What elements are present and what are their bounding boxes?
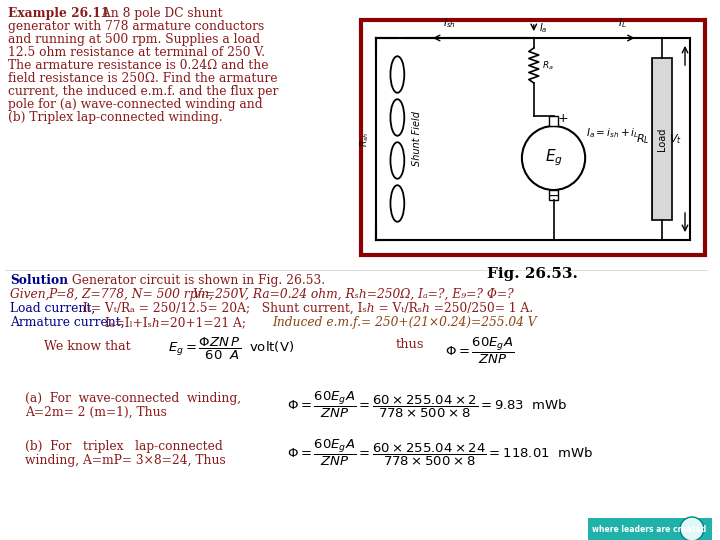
Text: $I_L$: $I_L$	[618, 16, 627, 30]
Text: $V_t$: $V_t$	[669, 132, 682, 146]
Text: (b)  For   triplex   lap-connected: (b) For triplex lap-connected	[24, 440, 222, 453]
Text: $I_{sh}$: $I_{sh}$	[444, 16, 456, 30]
Text: Vₜ=250V, Ra=0.24 ohm, Rₛℎ=250Ω, Iₐ=?, E₉=? Φ=?: Vₜ=250V, Ra=0.24 ohm, Rₛℎ=250Ω, Iₐ=?, E₉…	[193, 288, 513, 301]
Text: 12.5 ohm resistance at terminal of 250 V.: 12.5 ohm resistance at terminal of 250 V…	[8, 46, 265, 59]
Text: $R_a$: $R_a$	[541, 59, 554, 72]
Ellipse shape	[390, 99, 405, 136]
Bar	[588, 518, 711, 540]
Text: (a)  For  wave-connected  winding,: (a) For wave-connected winding,	[24, 392, 240, 405]
Text: −: −	[548, 189, 559, 203]
Bar	[549, 116, 559, 126]
Text: field resistance is 250Ω. Find the armature: field resistance is 250Ω. Find the armat…	[8, 72, 277, 85]
Text: $E_g = \dfrac{\Phi Z N}{60} \dfrac{P}{A}$  volt(V): $E_g = \dfrac{\Phi Z N}{60} \dfrac{P}{A}…	[168, 336, 294, 362]
Text: Induced e.m.f.= 250+(21×0.24)=255.04 V: Induced e.m.f.= 250+(21×0.24)=255.04 V	[272, 316, 536, 329]
Bar	[652, 58, 672, 220]
Text: current, the induced e.m.f. and the flux per: current, the induced e.m.f. and the flux…	[8, 85, 279, 98]
Text: An 8 pole DC shunt: An 8 pole DC shunt	[98, 7, 222, 20]
Text: and running at 500 rpm. Supplies a load: and running at 500 rpm. Supplies a load	[8, 33, 260, 46]
Ellipse shape	[390, 56, 405, 93]
Text: Solution: Solution	[10, 274, 68, 287]
Ellipse shape	[390, 142, 405, 179]
Text: $I_a = i_{sh}+i_L$: $I_a = i_{sh}+i_L$	[586, 126, 639, 140]
Text: Iₐ=Iₗ+Iₛℎ=20+1=21 A;: Iₐ=Iₗ+Iₛℎ=20+1=21 A;	[105, 316, 246, 329]
Text: $R_{sh}$: $R_{sh}$	[359, 131, 371, 146]
Text: generator with 778 armature conductors: generator with 778 armature conductors	[8, 20, 264, 33]
Text: P=8, Z=778, N= 500 rpm,: P=8, Z=778, N= 500 rpm,	[48, 288, 217, 301]
Text: $I_a$: $I_a$	[539, 21, 547, 35]
Text: thus: thus	[395, 338, 424, 351]
Ellipse shape	[390, 185, 405, 222]
Text: (b) Triplex lap-connected winding.: (b) Triplex lap-connected winding.	[8, 111, 222, 124]
Bar	[361, 20, 705, 255]
Text: $E_g$: $E_g$	[544, 148, 562, 168]
Text: $\Phi = \dfrac{60 E_g A}{ZNP} = \dfrac{60 \times 255.04 \times 24}{778 \times 50: $\Phi = \dfrac{60 E_g A}{ZNP} = \dfrac{6…	[287, 438, 593, 468]
Text: Given,: Given,	[10, 288, 53, 301]
Text: Shunt Field: Shunt Field	[412, 111, 422, 166]
Text: pole for (a) wave-connected winding and: pole for (a) wave-connected winding and	[8, 98, 263, 111]
Text: : Generator circuit is shown in Fig. 26.53.: : Generator circuit is shown in Fig. 26.…	[64, 274, 325, 287]
Text: Iₗ= Vₜ/Rₐ = 250/12.5= 20A;   Shunt current, Iₛℎ = Vₜ/Rₛℎ =250/250= 1 A.: Iₗ= Vₜ/Rₐ = 250/12.5= 20A; Shunt current…	[83, 302, 533, 315]
Text: $R_L$: $R_L$	[636, 132, 649, 146]
Text: +: +	[557, 112, 568, 125]
Text: Example 26.11: Example 26.11	[8, 7, 109, 20]
Text: $\Phi = \dfrac{60 E_g A}{ZNP} = \dfrac{60 \times 255.04 \times 2}{778 \times 500: $\Phi = \dfrac{60 E_g A}{ZNP} = \dfrac{6…	[287, 390, 567, 420]
Text: Armature current,: Armature current,	[10, 316, 128, 329]
Text: The armature resistance is 0.24Ω and the: The armature resistance is 0.24Ω and the	[8, 59, 269, 72]
Text: Load current,: Load current,	[10, 302, 99, 315]
Text: $\Phi = \dfrac{60 E_g A}{ZNP}$: $\Phi = \dfrac{60 E_g A}{ZNP}$	[445, 336, 514, 366]
Text: We know that: We know that	[45, 340, 131, 353]
Text: A=2m= 2 (m=1), Thus: A=2m= 2 (m=1), Thus	[24, 406, 166, 419]
Bar	[549, 190, 559, 200]
Text: where leaders are created: where leaders are created	[593, 525, 706, 535]
Text: winding, A=mP= 3×8=24, Thus: winding, A=mP= 3×8=24, Thus	[24, 454, 225, 467]
Circle shape	[522, 126, 585, 190]
Text: Load: Load	[657, 127, 667, 151]
Text: Fig. 26.53.: Fig. 26.53.	[487, 267, 578, 281]
Circle shape	[680, 517, 703, 540]
